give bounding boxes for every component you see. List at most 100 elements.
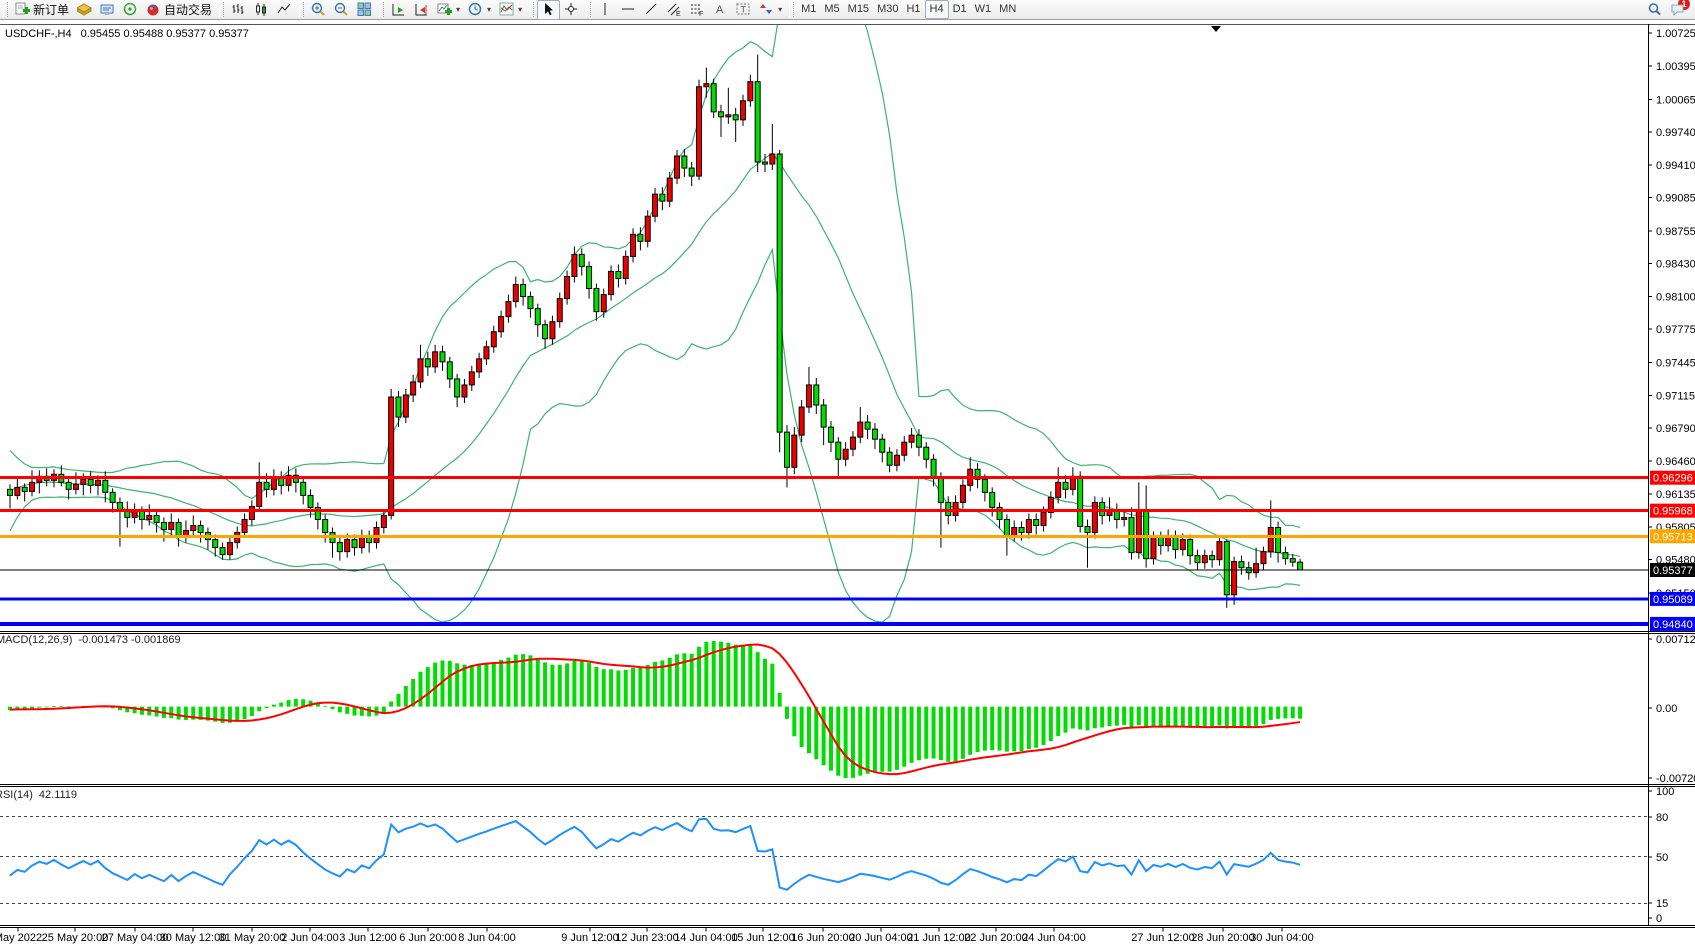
toolbar-grip[interactable]	[219, 2, 225, 17]
chart-frame	[0, 20, 1695, 946]
arrows-button[interactable]: ▾	[755, 0, 786, 20]
rsi-value: 42.1119	[38, 789, 78, 801]
auto-scroll-button[interactable]	[387, 0, 410, 20]
timeframe-mn[interactable]: MN	[999, 3, 1017, 15]
svg-text:0.98100: 0.98100	[1656, 292, 1695, 304]
chart-shift-marker[interactable]	[1211, 26, 1221, 32]
svg-text:May 2022: May 2022	[0, 932, 42, 944]
macd-values: -0.001473 -0.001869	[78, 634, 181, 646]
rsi-indicator-label: RSI(14)42.1119	[0, 789, 78, 801]
text-label-button[interactable]: T	[732, 0, 755, 20]
tile-windows-button[interactable]	[353, 0, 376, 20]
vertical-line-button[interactable]	[594, 0, 617, 20]
svg-text:1.00395: 1.00395	[1656, 61, 1695, 73]
autotrading-label: 自动交易	[164, 3, 213, 17]
timeframe-m5[interactable]: M5	[824, 3, 840, 15]
new-order-button[interactable]: 新订单	[11, 0, 73, 20]
line-chart-button[interactable]	[273, 0, 296, 20]
toolbar: 新订单 自动交易	[0, 0, 1695, 20]
svg-text:0.99740: 0.99740	[1656, 127, 1695, 139]
crosshair-button[interactable]	[560, 0, 583, 20]
timeframe-m15[interactable]: M15	[847, 3, 870, 15]
community-button[interactable]	[119, 0, 142, 20]
timeframe-w1[interactable]: W1	[974, 3, 992, 15]
svg-text:12 Jun 23:00: 12 Jun 23:00	[615, 932, 679, 944]
rsi-axis[interactable]: 100 80 50 15 0	[1648, 786, 1674, 925]
equidistant-channel-button[interactable]: E	[663, 0, 686, 20]
fibonacci-icon: F	[690, 2, 705, 17]
cursor-button[interactable]	[537, 0, 561, 20]
notifications-button[interactable]: 1	[1666, 0, 1690, 20]
community-icon	[123, 2, 138, 17]
svg-text:15 Jun 12:00: 15 Jun 12:00	[731, 932, 795, 944]
auto-scroll-icon	[391, 2, 406, 17]
timeframe-h4[interactable]: H4	[924, 0, 949, 19]
text-button[interactable]: A	[709, 0, 732, 20]
cursor-icon	[541, 2, 556, 17]
zoom-in-button[interactable]	[307, 0, 330, 20]
timeframe-h1[interactable]: H1	[906, 3, 921, 15]
metaeditor-button[interactable]	[96, 0, 119, 20]
svg-text:0.00: 0.00	[1656, 703, 1677, 715]
candlestick-chart-icon	[254, 2, 269, 17]
svg-text:0.96790: 0.96790	[1656, 423, 1695, 435]
autotrading-button[interactable]: 自动交易	[142, 0, 216, 20]
fibonacci-button[interactable]: F	[686, 0, 709, 20]
equidistant-channel-icon: E	[667, 2, 682, 17]
toolbar-grip[interactable]	[299, 2, 305, 17]
svg-text:2 Jun 04:00: 2 Jun 04:00	[281, 932, 339, 944]
chart-symbol-period: USDCHF-,H4	[5, 28, 72, 40]
new-order-icon	[15, 2, 30, 17]
candlestick-chart-button[interactable]	[250, 0, 273, 20]
toolbar-grip[interactable]	[529, 2, 535, 17]
svg-text:0.95968: 0.95968	[1653, 506, 1693, 518]
line-chart-icon	[277, 2, 292, 17]
horizontal-line-button[interactable]	[617, 0, 640, 20]
text-icon: A	[713, 2, 728, 17]
indicators-button[interactable]: ▾	[495, 0, 526, 20]
profiles-button[interactable]	[73, 0, 96, 20]
svg-text:0.94840: 0.94840	[1653, 619, 1693, 631]
svg-text:0.95377: 0.95377	[1653, 565, 1693, 577]
text-label-icon: T	[736, 2, 751, 17]
macd-axis[interactable]: 0.007125 0.00 -0.007201	[1648, 634, 1695, 785]
indicators-icon	[499, 2, 514, 17]
timeframe-m30[interactable]: M30	[877, 3, 899, 15]
svg-text:27 May 04:00: 27 May 04:00	[102, 932, 169, 944]
search-button[interactable]	[1643, 0, 1666, 20]
trendline-icon	[644, 2, 659, 17]
timeframe-d1[interactable]: D1	[952, 3, 967, 15]
horizontal-line-icon	[621, 2, 636, 17]
svg-text:0.97115: 0.97115	[1656, 390, 1695, 402]
svg-text:9 Jun 12:00: 9 Jun 12:00	[561, 932, 619, 944]
dropdown-caret-icon: ▾	[518, 5, 523, 14]
tile-windows-icon	[357, 2, 372, 17]
svg-text:22 Jun 20:00: 22 Jun 20:00	[964, 932, 1028, 944]
chart-shift-icon	[414, 2, 429, 17]
price-axis[interactable]: 1.00725 1.00395 1.00065 0.99740 0.99410 0.990…	[1648, 28, 1695, 631]
metaeditor-icon	[100, 2, 115, 17]
new-chart-button[interactable]: ▾	[433, 0, 464, 20]
svg-text:0.95713: 0.95713	[1653, 531, 1693, 543]
svg-text:100: 100	[1656, 786, 1674, 798]
zoom-out-button[interactable]	[330, 0, 353, 20]
toolbar-grip[interactable]	[586, 2, 592, 17]
svg-text:0.96296: 0.96296	[1653, 473, 1693, 485]
svg-text:0.007125: 0.007125	[1656, 634, 1695, 646]
trendline-button[interactable]	[640, 0, 663, 20]
price-level-lines[interactable]	[0, 476, 1648, 626]
toolbar-grip[interactable]	[3, 2, 8, 17]
chart-shift-button[interactable]	[410, 0, 433, 20]
bar-chart-button[interactable]	[227, 0, 250, 20]
svg-text:0.95089: 0.95089	[1653, 594, 1693, 606]
svg-text:21 Jun 12:00: 21 Jun 12:00	[907, 932, 971, 944]
svg-text:31 May 20:00: 31 May 20:00	[219, 932, 286, 944]
timeframe-m1[interactable]: M1	[801, 3, 817, 15]
periods-button[interactable]: ▾	[464, 0, 495, 20]
toolbar-grip[interactable]	[789, 2, 795, 17]
toolbar-grip[interactable]	[379, 2, 385, 17]
chart-title: USDCHF-,H4 0.95455 0.95488 0.95377 0.9537…	[5, 28, 249, 40]
svg-text:E: E	[676, 11, 681, 17]
